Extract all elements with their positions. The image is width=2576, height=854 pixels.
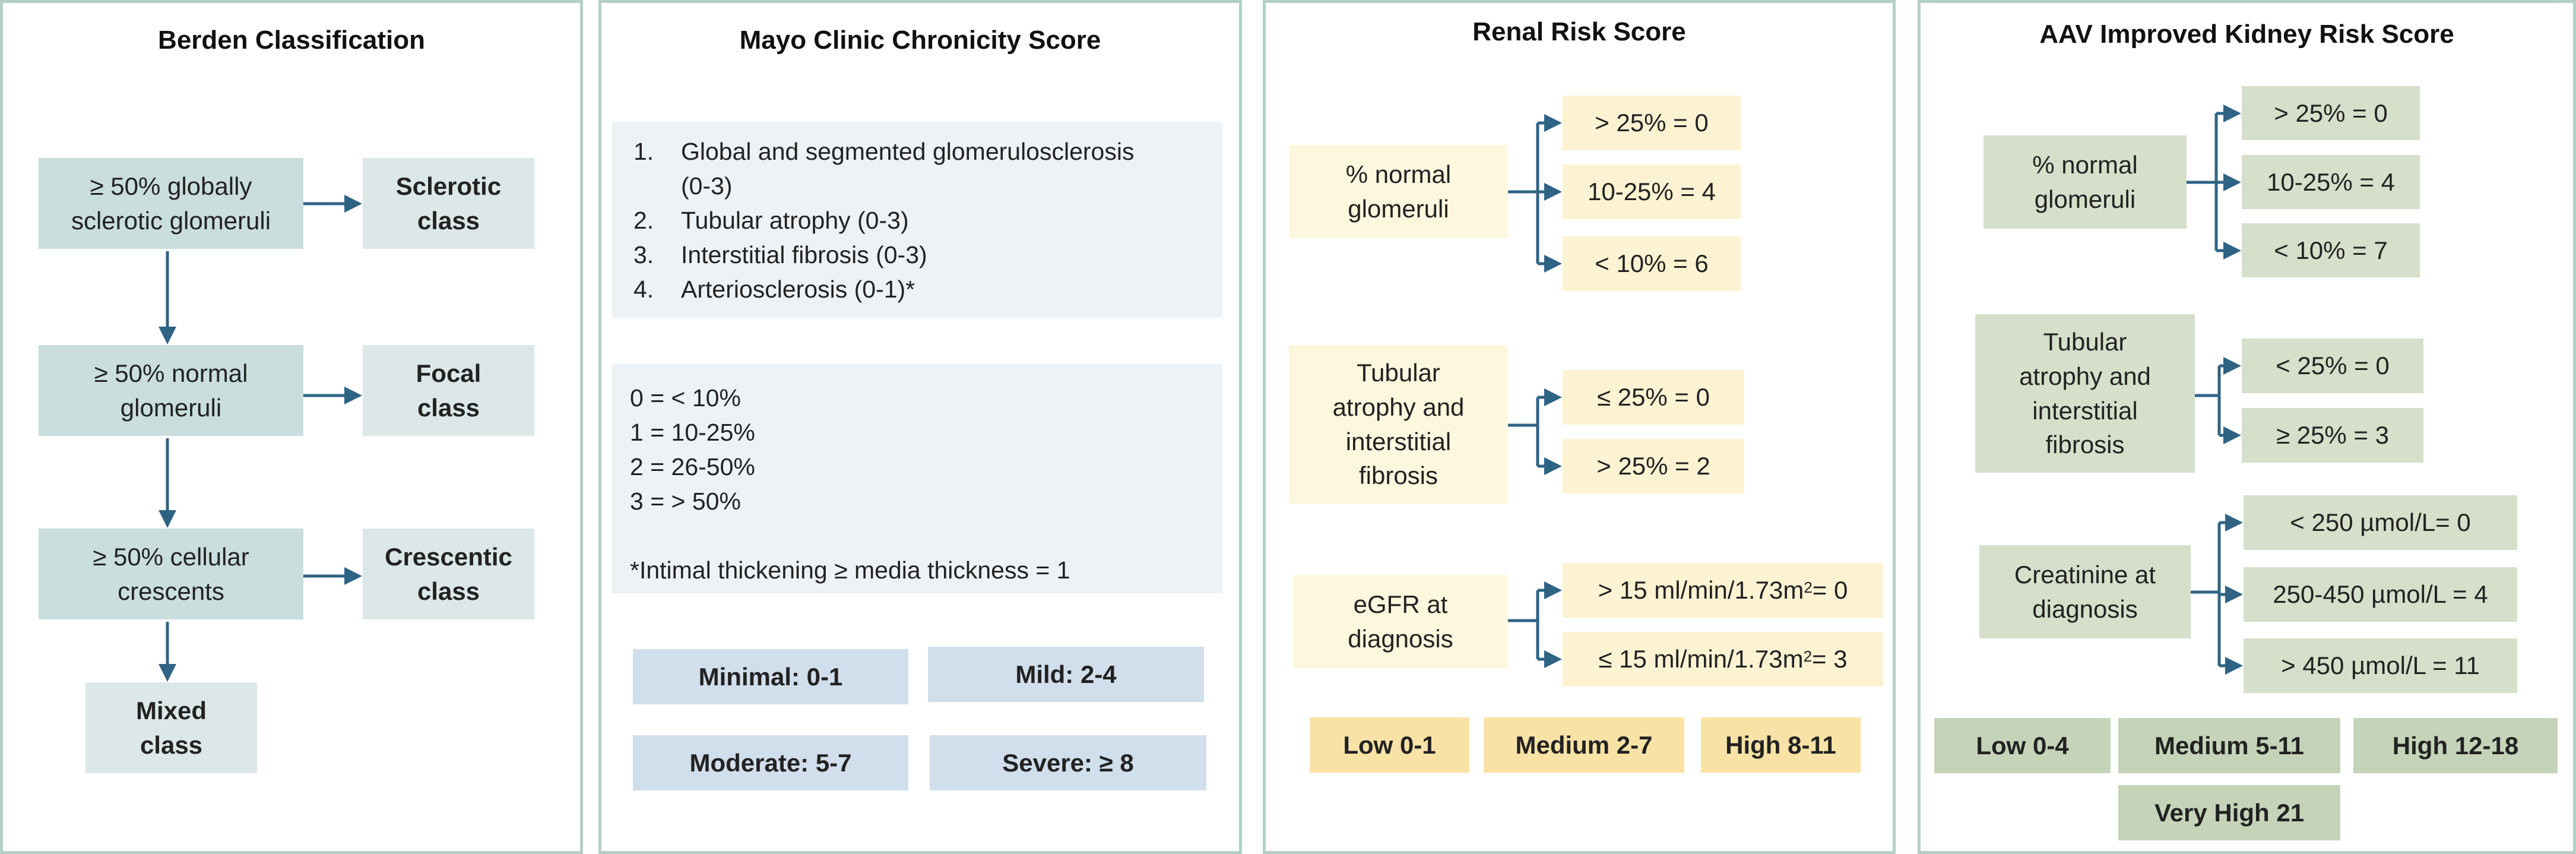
mayo-minimal-box: Minimal: 0-1 bbox=[633, 649, 908, 704]
aav-creatinine-option-1: < 250 µmol/L= 0 bbox=[2244, 495, 2517, 550]
berden-mixed-class-box: Mixed class bbox=[85, 682, 257, 773]
aav-risk-high: High 12-18 bbox=[2353, 718, 2558, 773]
mayo-title: Mayo Clinic Chronicity Score bbox=[739, 26, 1101, 55]
mayo-scale-1: 1 = 10-25% bbox=[630, 419, 755, 446]
renal-tubular-option-2: > 25% = 2 bbox=[1563, 439, 1744, 494]
renal-egfr-option-2: ≤ 15 ml/min/1.73m 2 = 3 bbox=[1563, 632, 1883, 687]
mayo-scale-3: 3 = > 50% bbox=[630, 488, 741, 515]
mayo-scale-legend: 0 = < 10% 1 = 10-25% 2 = 26-50% 3 = > 50… bbox=[612, 364, 1222, 593]
mayo-item-1-number: 1. bbox=[633, 138, 654, 165]
mayo-moderate-box: Moderate: 5-7 bbox=[633, 735, 908, 790]
aav-creatinine-box: Creatinine at diagnosis bbox=[1979, 545, 2191, 638]
aav-creatinine-option-2: 250-450 µmol/L = 4 bbox=[2244, 567, 2517, 622]
mayo-item-2-number: 2. bbox=[633, 207, 654, 234]
renal-tubular-option-1: ≤ 25% = 0 bbox=[1563, 370, 1744, 425]
aav-ng-option-1: > 25% = 0 bbox=[2242, 86, 2420, 140]
mayo-item-1-text-cont: (0-3) bbox=[681, 172, 733, 200]
berden-title: Berden Classification bbox=[158, 26, 425, 55]
aav-creatinine-option-3: > 450 µmol/L = 11 bbox=[2244, 638, 2517, 693]
mayo-item-4-text: Arteriosclerosis (0-1)* bbox=[681, 276, 915, 303]
berden-sclerotic-class-box: Sclerotic class bbox=[363, 158, 534, 249]
mayo-item-2-text: Tubular atrophy (0-3) bbox=[681, 207, 909, 234]
mayo-scale-2: 2 = 26-50% bbox=[630, 453, 755, 480]
aav-ng-option-2: 10-25% = 4 bbox=[2242, 155, 2420, 209]
mayo-severe-box: Severe: ≥ 8 bbox=[930, 735, 1206, 790]
aav-title: AAV Improved Kidney Risk Score bbox=[2039, 20, 2454, 49]
mayo-footnote: *Intimal thickening ≥ media thickness = … bbox=[630, 556, 1070, 584]
renal-normal-glomeruli-box: % normal glomeruli bbox=[1289, 145, 1508, 238]
mayo-item-4-number: 4. bbox=[633, 276, 654, 303]
renal-ng-option-1: > 25% = 0 bbox=[1563, 96, 1741, 150]
mayo-item-3-number: 3. bbox=[633, 241, 654, 268]
renal-egfr-option-1: > 15 ml/min/1.73m 2 = 0 bbox=[1563, 563, 1883, 618]
aav-tubular-box: Tubular atrophy and interstitial fibrosi… bbox=[1975, 314, 2195, 473]
renal-tubular-box: Tubular atrophy and interstitial fibrosi… bbox=[1289, 345, 1508, 504]
mayo-criteria-list: 1. Global and segmented glomeruloscleros… bbox=[612, 122, 1222, 318]
renal-title: Renal Risk Score bbox=[1472, 17, 1686, 46]
mayo-item-3-text: Interstitial fibrosis (0-3) bbox=[681, 241, 927, 268]
berden-focal-class-box: Focal class bbox=[363, 345, 534, 436]
berden-crescentic-class-box: Crescentic class bbox=[363, 529, 534, 619]
mayo-scale-0: 0 = < 10% bbox=[630, 384, 741, 412]
berden-globally-sclerotic-box: ≥ 50% globally sclerotic glomeruli bbox=[39, 158, 303, 249]
aav-normal-glomeruli-box: % normal glomeruli bbox=[1984, 135, 2187, 229]
renal-ng-option-2: 10-25% = 4 bbox=[1563, 165, 1741, 219]
aav-ng-option-3: < 10% = 7 bbox=[2242, 223, 2420, 277]
renal-risk-low: Low 0-1 bbox=[1310, 717, 1469, 773]
aav-tubular-option-1: < 25% = 0 bbox=[2242, 339, 2423, 393]
berden-normal-glomeruli-box: ≥ 50% normal glomeruli bbox=[39, 345, 303, 436]
renal-egfr-box: eGFR at diagnosis bbox=[1293, 575, 1508, 668]
aav-risk-medium: Medium 5-11 bbox=[2118, 718, 2340, 773]
renal-risk-high: High 8-11 bbox=[1701, 717, 1861, 773]
berden-cellular-crescents-box: ≥ 50% cellular crescents bbox=[39, 529, 303, 619]
mayo-mild-box: Mild: 2-4 bbox=[928, 647, 1204, 702]
mayo-item-1-text: Global and segmented glomerulosclerosis bbox=[681, 138, 1135, 165]
aav-risk-very-high: Very High 21 bbox=[2118, 785, 2340, 840]
aav-tubular-option-2: ≥ 25% = 3 bbox=[2242, 408, 2423, 463]
renal-risk-medium: Medium 2-7 bbox=[1484, 717, 1684, 773]
renal-ng-option-3: < 10% = 6 bbox=[1563, 236, 1741, 291]
aav-risk-low: Low 0-4 bbox=[1934, 718, 2111, 773]
